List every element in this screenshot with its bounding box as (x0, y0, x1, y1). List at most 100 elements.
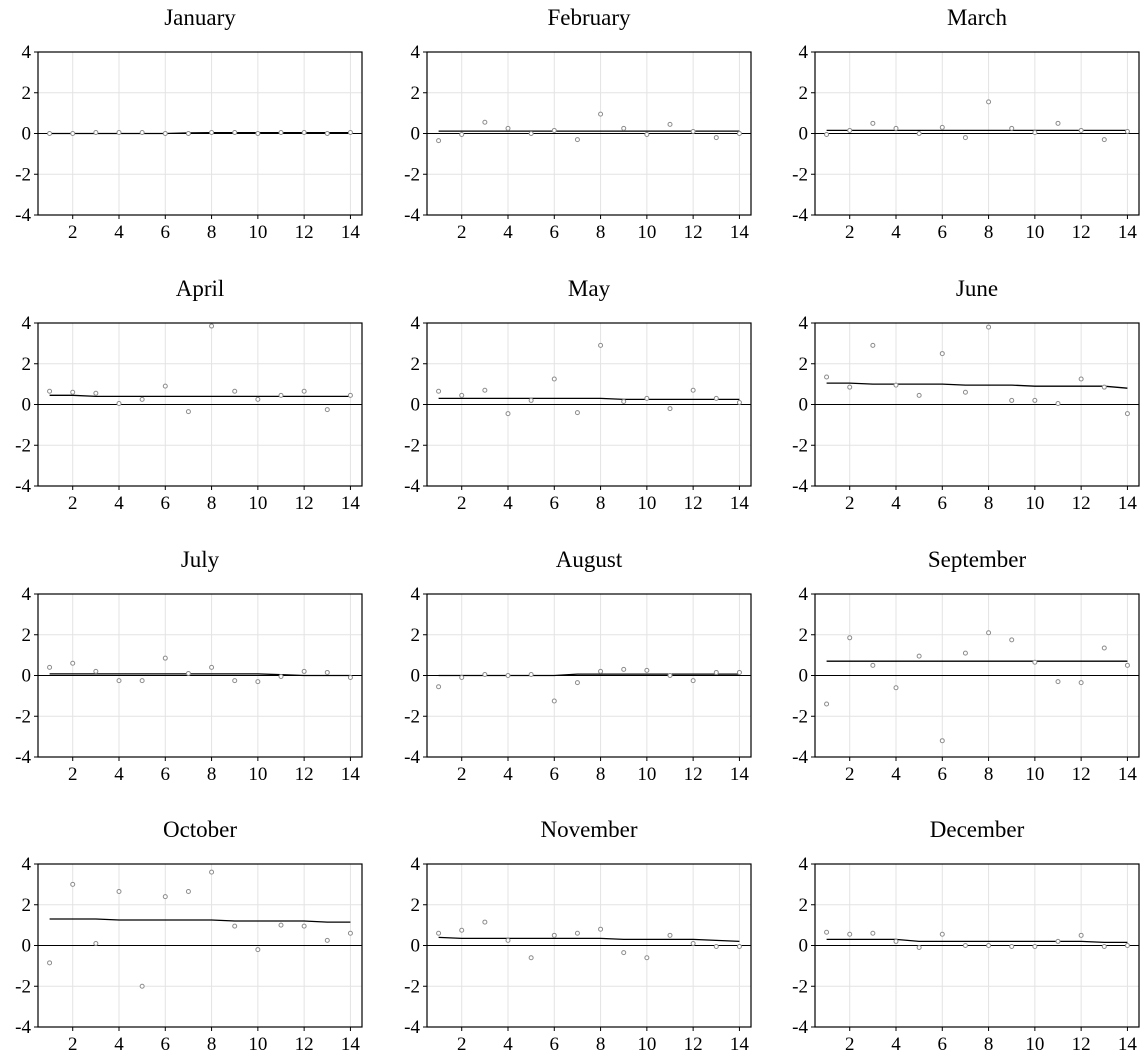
y-tick-label: 0 (799, 936, 809, 957)
data-point (1124, 411, 1130, 417)
data-point (1078, 376, 1084, 382)
panel-march: March -4 -2 0 2 4 2 4 6 8 10 12 14 (792, 5, 1140, 243)
y-tick-label: -4 (15, 205, 31, 226)
x-tick-label: 2 (68, 493, 78, 514)
x-tick-label: 4 (114, 1034, 124, 1055)
x-tick-label: 8 (207, 1034, 217, 1055)
x-tick-label: 12 (295, 764, 314, 785)
y-tick-label: 2 (799, 83, 809, 104)
fit-line (438, 397, 740, 401)
data-point (185, 889, 191, 895)
data-point (1101, 137, 1107, 143)
x-tick-label: 10 (637, 764, 656, 785)
data-point (870, 930, 876, 936)
data-point (847, 127, 853, 133)
y-tick-label: 0 (22, 395, 32, 416)
y-tick-label: -4 (15, 1017, 31, 1038)
data-point (459, 927, 465, 933)
y-tick-label: -2 (792, 706, 808, 727)
data-point (736, 131, 742, 136)
data-point (916, 131, 922, 136)
y-tick-label: 4 (411, 854, 421, 875)
x-tick-label: 4 (891, 1034, 901, 1055)
y-tick-label: -2 (15, 706, 31, 727)
x-tick-label: 14 (1118, 493, 1138, 514)
data-point (1009, 637, 1015, 643)
y-tick-label: -4 (15, 476, 31, 497)
x-tick-label: 10 (637, 222, 656, 243)
data-point (70, 660, 76, 666)
y-tick-label: 4 (799, 313, 809, 334)
y-tick-label: -4 (792, 1017, 808, 1038)
data-point (116, 889, 122, 895)
data-point (986, 630, 992, 636)
data-point (1032, 659, 1038, 665)
x-tick-label: 6 (938, 1034, 948, 1055)
y-tick-label: 0 (22, 124, 32, 145)
data-point (139, 129, 145, 135)
data-point (690, 940, 696, 946)
data-point (551, 698, 557, 704)
x-tick-label: 6 (161, 222, 171, 243)
data-point (713, 669, 719, 675)
y-tick-label: 2 (22, 895, 32, 916)
y-tick-label: 4 (22, 42, 32, 63)
x-tick-label: 6 (550, 222, 560, 243)
x-tick-label: 4 (503, 493, 513, 514)
panel-november: November -4 -2 0 2 4 2 4 6 8 10 12 14 (404, 817, 752, 1055)
data-point (482, 919, 488, 925)
data-point (139, 396, 145, 402)
data-point (736, 399, 742, 405)
x-tick-label: 12 (684, 1034, 703, 1055)
x-tick-label: 14 (341, 1034, 361, 1055)
x-tick-label: 8 (596, 222, 606, 243)
y-tick-label: -4 (792, 747, 808, 768)
data-point (870, 342, 876, 348)
data-point (939, 931, 945, 937)
data-point (939, 738, 945, 744)
data-point (644, 955, 650, 961)
panel-january: January -4 -2 0 2 4 2 4 6 8 10 12 14 (15, 5, 363, 243)
x-tick-label: 4 (891, 764, 901, 785)
x-tick-label: 6 (938, 764, 948, 785)
x-tick-label: 6 (938, 222, 948, 243)
y-tick-label: 0 (799, 124, 809, 145)
y-tick-label: -4 (404, 205, 420, 226)
fit-line (49, 673, 351, 677)
x-tick-label: 2 (68, 764, 78, 785)
panel-title: February (547, 5, 631, 30)
data-point (986, 324, 992, 330)
data-point (47, 960, 53, 966)
data-point (574, 410, 580, 416)
data-point (255, 679, 261, 685)
y-tick-label: 0 (22, 936, 32, 957)
data-point (528, 131, 534, 136)
data-point (528, 955, 534, 961)
x-tick-label: 2 (457, 222, 467, 243)
data-point (847, 384, 853, 390)
data-point (162, 894, 168, 900)
x-tick-label: 10 (248, 764, 267, 785)
data-point (116, 129, 122, 135)
data-point (736, 944, 742, 950)
x-tick-label: 10 (248, 493, 267, 514)
data-point (482, 119, 488, 125)
data-point (255, 131, 261, 136)
data-point (209, 129, 215, 135)
x-tick-label: 8 (596, 1034, 606, 1055)
data-point (824, 701, 830, 707)
data-point (1078, 127, 1084, 133)
data-point (916, 392, 922, 398)
data-point (185, 409, 191, 415)
data-point (939, 124, 945, 130)
data-point (162, 131, 168, 136)
panel-title: September (928, 547, 1027, 572)
data-point (162, 655, 168, 661)
y-tick-label: -2 (404, 435, 420, 456)
data-point (644, 395, 650, 401)
y-tick-label: 0 (411, 936, 421, 957)
fit-line (826, 938, 1128, 944)
data-point (713, 944, 719, 950)
data-point (644, 667, 650, 673)
data-point (824, 929, 830, 935)
